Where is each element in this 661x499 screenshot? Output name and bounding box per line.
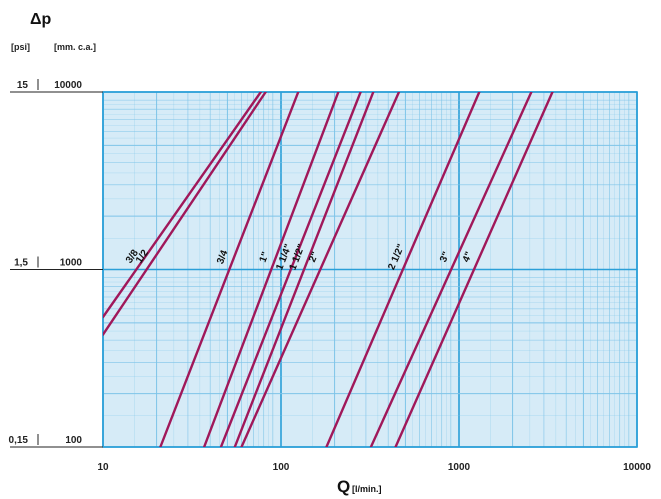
axis-ticks: 10 100 1000 10000 15 10000 1,5 1000 0,15 100 [9, 79, 651, 473]
series-label: 4" [461, 250, 475, 264]
y-axis-unit-psi: [psi] [11, 42, 30, 52]
y-tick-label-psi: 1,5 [14, 258, 28, 269]
series-line [103, 92, 267, 336]
x-tick-label: 100 [273, 462, 290, 473]
series-label: 1" [258, 250, 272, 264]
y-tick-label-psi: 15 [17, 80, 29, 91]
series-label: 3/4 [215, 248, 230, 265]
series-label: 2" [307, 250, 321, 264]
series-line [394, 92, 554, 447]
series-line [103, 92, 262, 319]
series-line [233, 92, 375, 447]
series-line [325, 92, 481, 447]
x-axis-unit: [l/min.] [352, 484, 382, 494]
y-tick-label-mm: 100 [65, 435, 82, 446]
y-tick-label-mm: 10000 [54, 80, 82, 91]
x-tick-label: 1000 [448, 462, 471, 473]
series-line [159, 92, 300, 447]
x-axis-label: Q [337, 477, 350, 496]
series-lines [103, 92, 554, 447]
y-axis-unit-mm: [mm. c.a.] [54, 42, 96, 52]
series-line [369, 92, 533, 447]
series-line [240, 92, 401, 447]
y-axis-label: Δp [30, 11, 52, 28]
x-tick-label: 10 [97, 462, 109, 473]
grid [102, 91, 638, 448]
series-line [202, 92, 340, 447]
x-tick-label: 10000 [623, 462, 651, 473]
y-tick-label-mm: 1000 [60, 258, 83, 269]
series-label: 3" [438, 250, 452, 264]
y-tick-label-psi: 0,15 [9, 435, 29, 446]
series-line [219, 92, 362, 447]
